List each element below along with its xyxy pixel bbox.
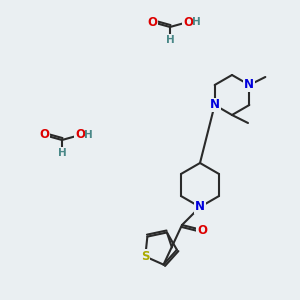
Text: O: O bbox=[39, 128, 49, 142]
Text: H: H bbox=[166, 35, 174, 45]
Text: O: O bbox=[75, 128, 85, 142]
Text: N: N bbox=[244, 79, 254, 92]
Text: H: H bbox=[84, 130, 92, 140]
Text: N: N bbox=[195, 200, 205, 214]
Text: H: H bbox=[58, 148, 66, 158]
Text: O: O bbox=[197, 224, 207, 236]
Text: O: O bbox=[147, 16, 157, 28]
Text: N: N bbox=[210, 98, 220, 112]
Text: S: S bbox=[141, 250, 149, 263]
Text: H: H bbox=[192, 17, 200, 27]
Text: O: O bbox=[183, 16, 193, 28]
